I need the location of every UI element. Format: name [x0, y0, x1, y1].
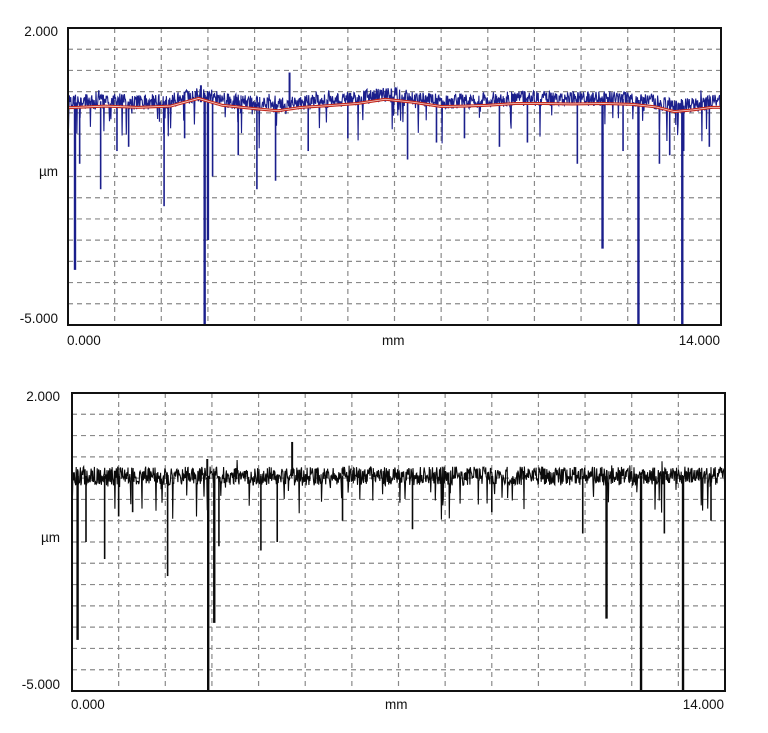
profile-plot-area: [67, 27, 722, 326]
y-min-label: -5.000: [21, 677, 60, 692]
grid-lines: [68, 28, 721, 325]
grid-lines: [72, 393, 725, 691]
x-max-label: 14.000: [682, 697, 724, 712]
x-min-label: 0.000: [71, 697, 105, 712]
x-min-label: 0.000: [67, 333, 101, 348]
profile-chart-bottom: 2.000 µm -5.000 0.000 mm 14.000: [0, 366, 768, 732]
x-max-label: 14.000: [678, 333, 720, 348]
y-unit-label: µm: [38, 164, 58, 179]
y-max-label: 2.000: [24, 24, 58, 39]
profile-trace: [72, 459, 725, 520]
y-min-label: -5.000: [19, 311, 58, 326]
x-unit-label: mm: [385, 697, 408, 712]
x-unit-label: mm: [382, 333, 405, 348]
y-max-label: 2.000: [26, 389, 60, 404]
roughness-plot-area: [71, 392, 726, 692]
y-unit-label: µm: [40, 530, 60, 545]
plot-frame: [67, 27, 722, 326]
profile-chart-top: 2.000 µm -5.000 0.000 mm 14.000: [0, 0, 768, 366]
plot-frame: [71, 392, 726, 692]
